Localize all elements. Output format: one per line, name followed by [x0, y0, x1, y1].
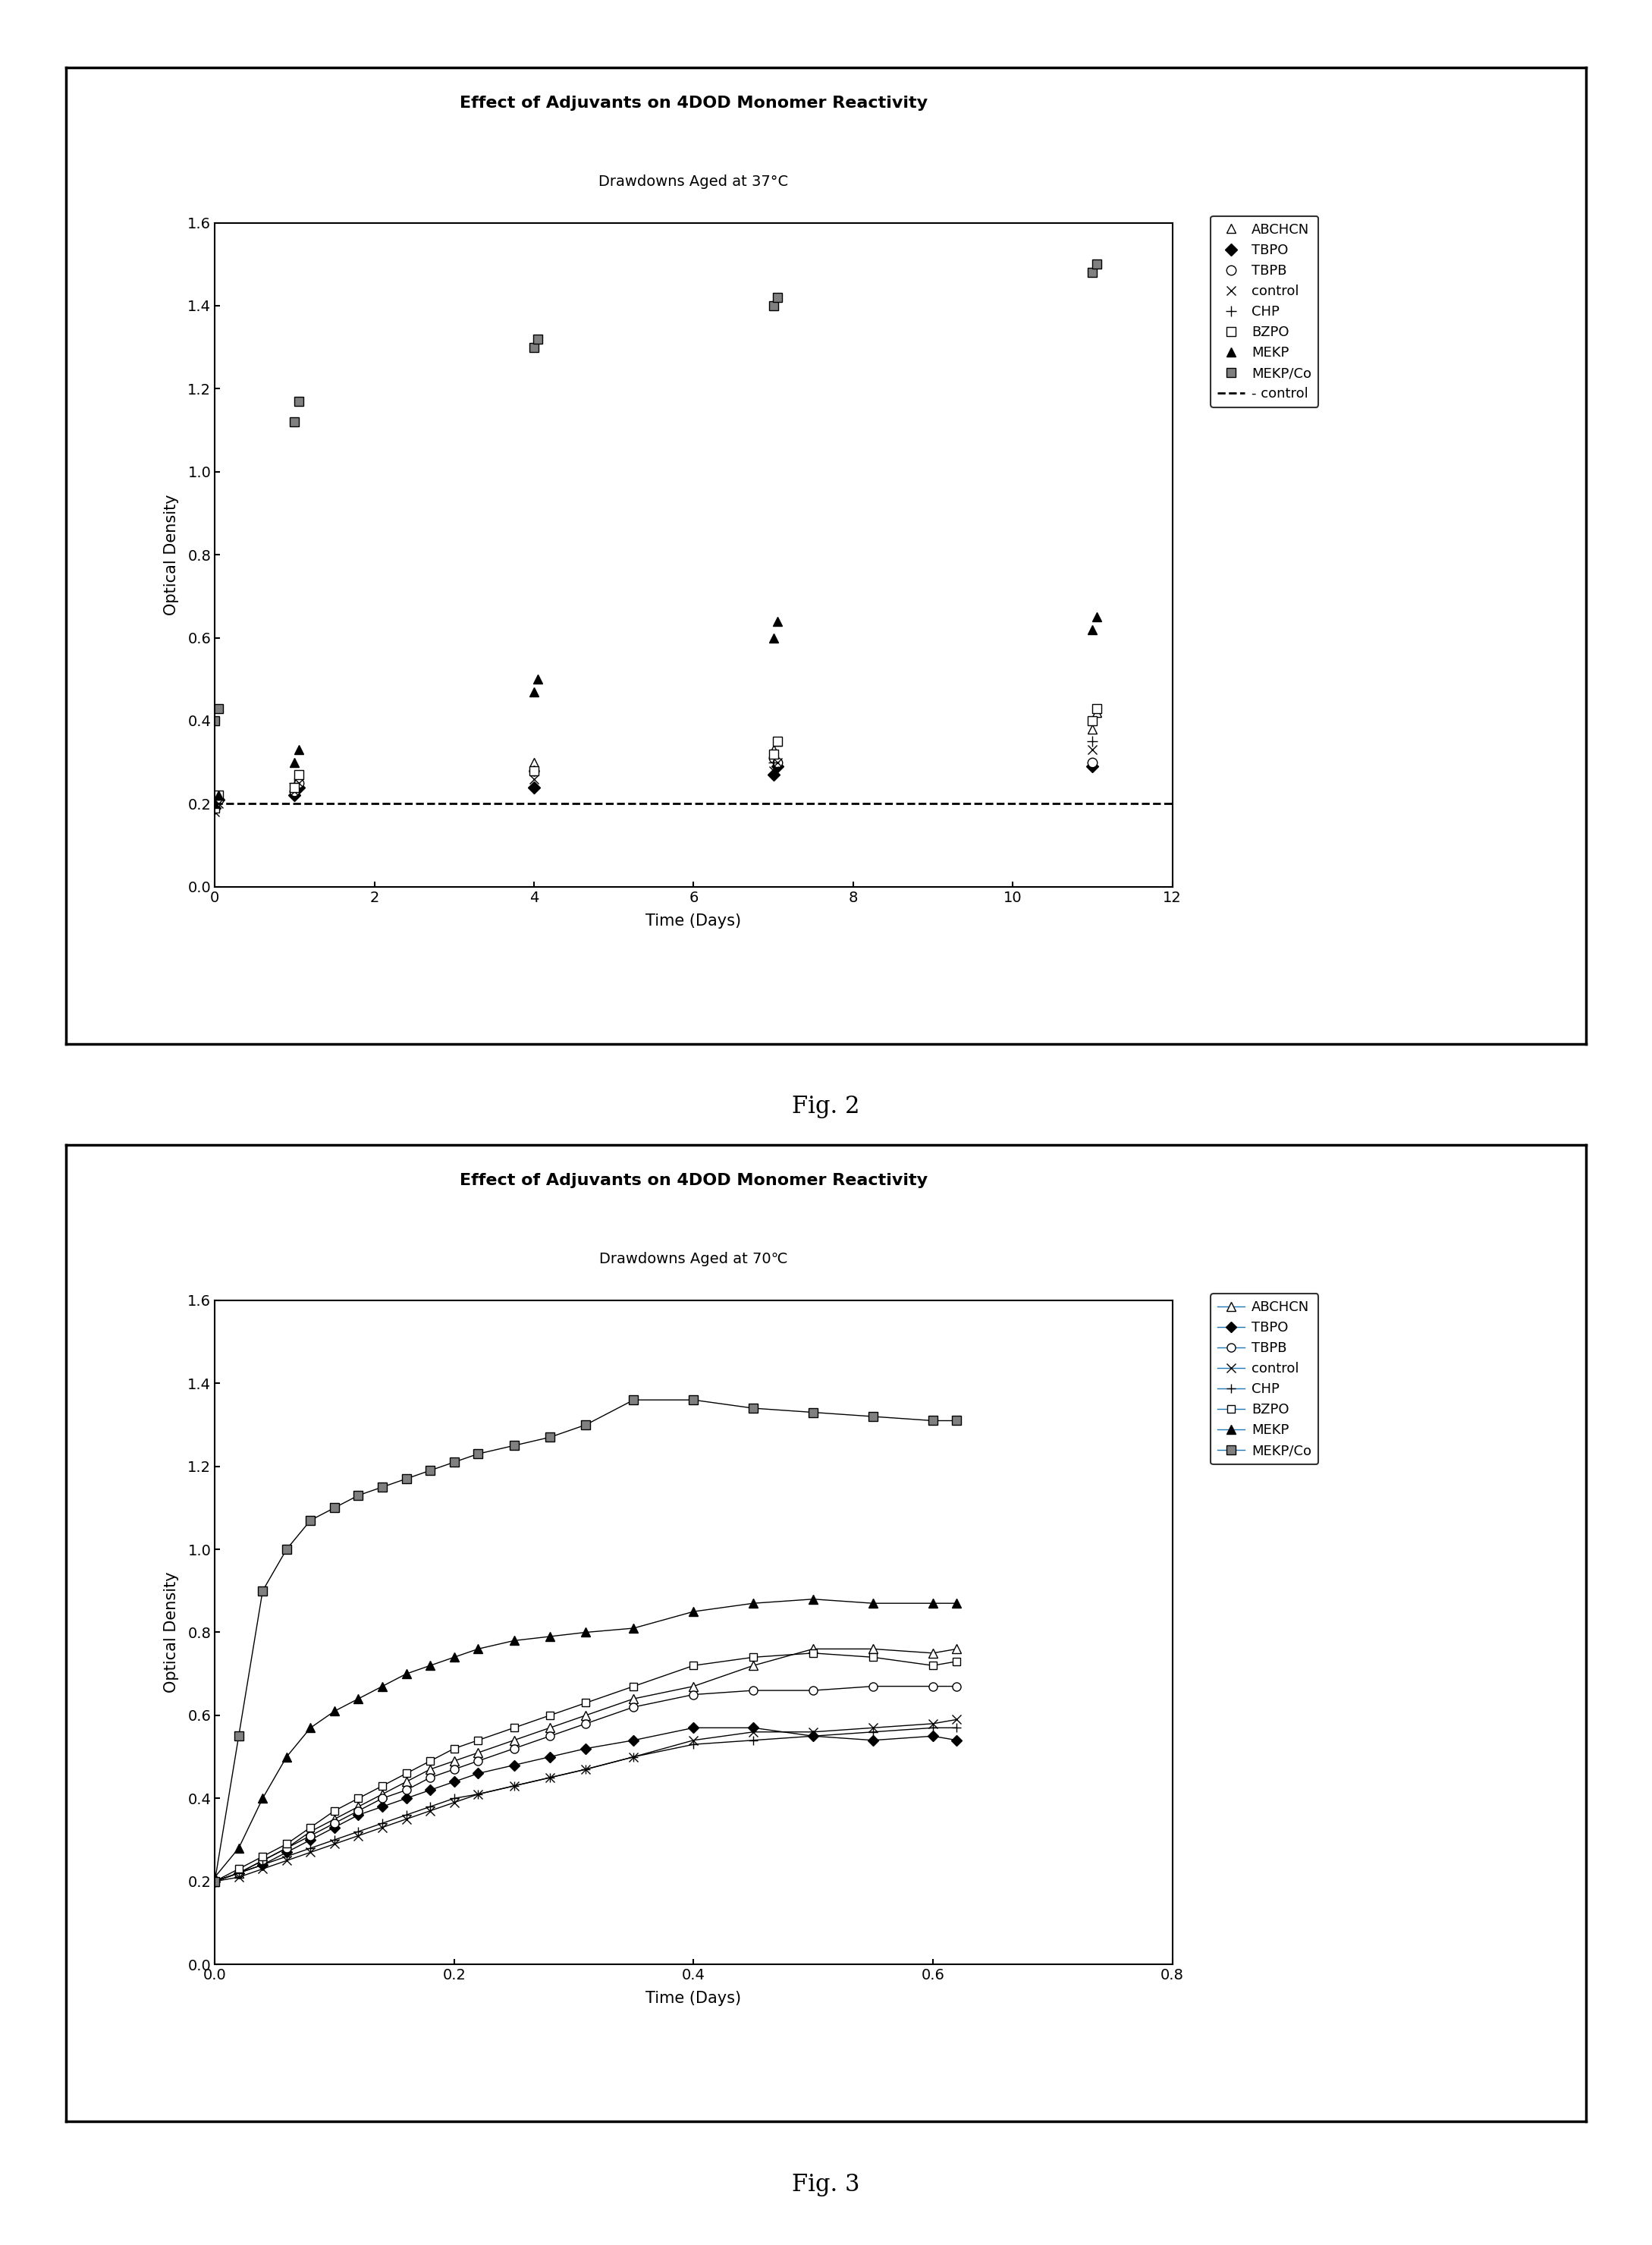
Y-axis label: Optical Density: Optical Density [164, 1571, 178, 1693]
Text: Drawdowns Aged at 37°C: Drawdowns Aged at 37°C [598, 175, 788, 189]
Y-axis label: Optical Density: Optical Density [164, 494, 178, 615]
Text: Effect of Adjuvants on 4DOD Monomer Reactivity: Effect of Adjuvants on 4DOD Monomer Reac… [459, 94, 927, 110]
X-axis label: Time (Days): Time (Days) [646, 914, 742, 929]
Text: Fig. 2: Fig. 2 [791, 1096, 861, 1118]
X-axis label: Time (Days): Time (Days) [646, 1991, 742, 2007]
Legend: ABCHCN, TBPO, TBPB, control, CHP, BZPO, MEKP, MEKP/Co, - control: ABCHCN, TBPO, TBPB, control, CHP, BZPO, … [1211, 216, 1318, 406]
Legend: ABCHCN, TBPO, TBPB, control, CHP, BZPO, MEKP, MEKP/Co: ABCHCN, TBPO, TBPB, control, CHP, BZPO, … [1211, 1293, 1318, 1464]
Text: Fig. 3: Fig. 3 [791, 2173, 861, 2196]
Text: Drawdowns Aged at 70℃: Drawdowns Aged at 70℃ [600, 1253, 788, 1266]
Text: Effect of Adjuvants on 4DOD Monomer Reactivity: Effect of Adjuvants on 4DOD Monomer Reac… [459, 1172, 927, 1188]
